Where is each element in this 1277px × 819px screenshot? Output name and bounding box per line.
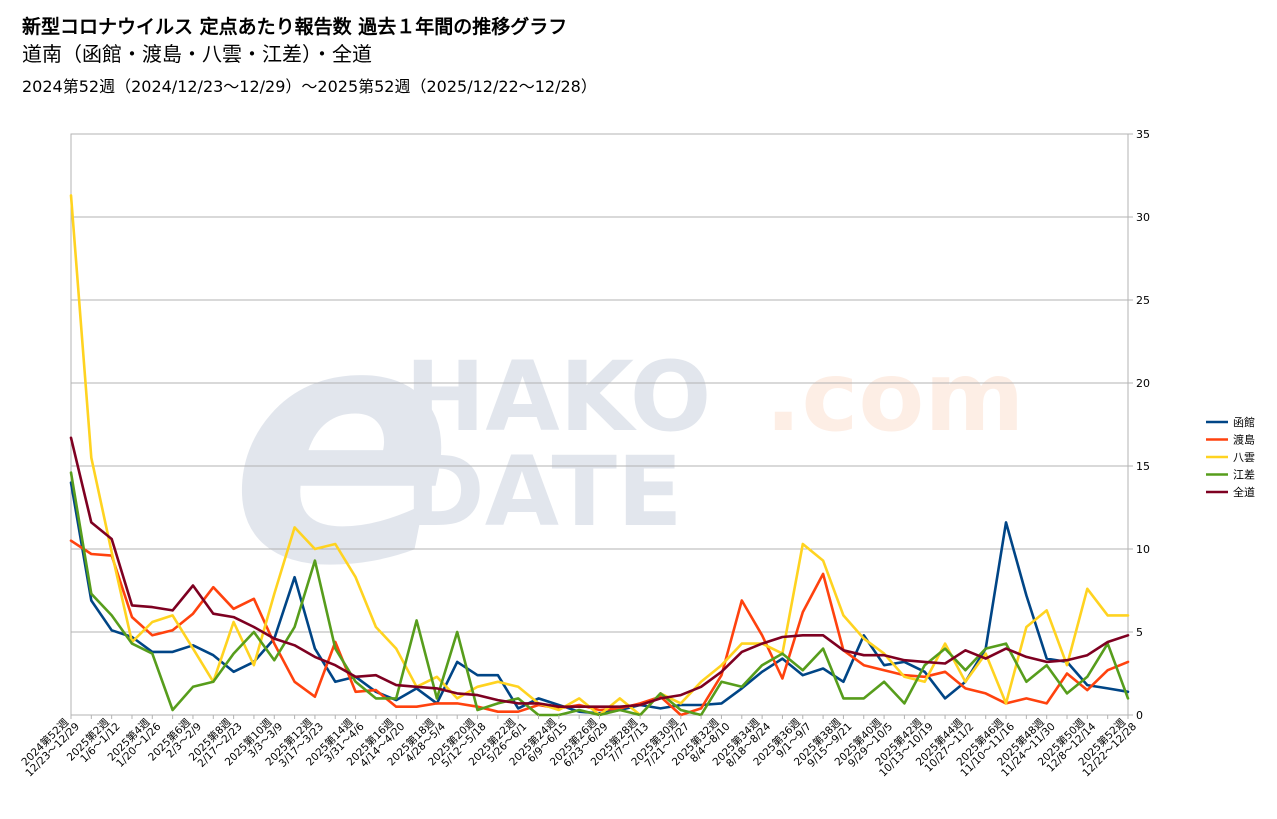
watermark-e: e — [230, 254, 454, 638]
y-tick-label: 25 — [1136, 294, 1150, 307]
legend-label: 江差 — [1233, 468, 1255, 482]
series-line-渡島 — [69, 539, 1130, 717]
legend-label: 八雲 — [1233, 451, 1255, 464]
watermark: e HAKO DATE .com — [230, 254, 1024, 638]
chart-subtitle: 道南（函館・渡島・八雲・江差）・全道 — [22, 42, 372, 66]
watermark-hako: HAKO — [405, 341, 711, 453]
chart-title: 新型コロナウイルス 定点あたり報告数 過去１年間の推移グラフ — [22, 16, 568, 38]
y-tick-label: 0 — [1136, 709, 1143, 722]
watermark-com: .com — [765, 341, 1024, 453]
y-tick-label: 15 — [1136, 460, 1150, 473]
series-line-全道 — [69, 436, 1130, 709]
y-tick-label: 20 — [1136, 377, 1150, 390]
legend-label: 全道 — [1233, 485, 1255, 499]
y-tick-label: 10 — [1136, 543, 1150, 556]
series-line-函館 — [69, 481, 1130, 715]
legend-label: 渡島 — [1233, 433, 1255, 447]
watermark-date: DATE — [405, 436, 683, 548]
legend-label: 函館 — [1233, 415, 1255, 429]
y-tick-label: 5 — [1136, 626, 1143, 639]
y-tick-label: 30 — [1136, 211, 1150, 224]
chart-period: 2024第52週（2024/12/23～12/29）～2025第52週（2025… — [22, 77, 597, 96]
y-tick-label: 35 — [1136, 128, 1150, 141]
